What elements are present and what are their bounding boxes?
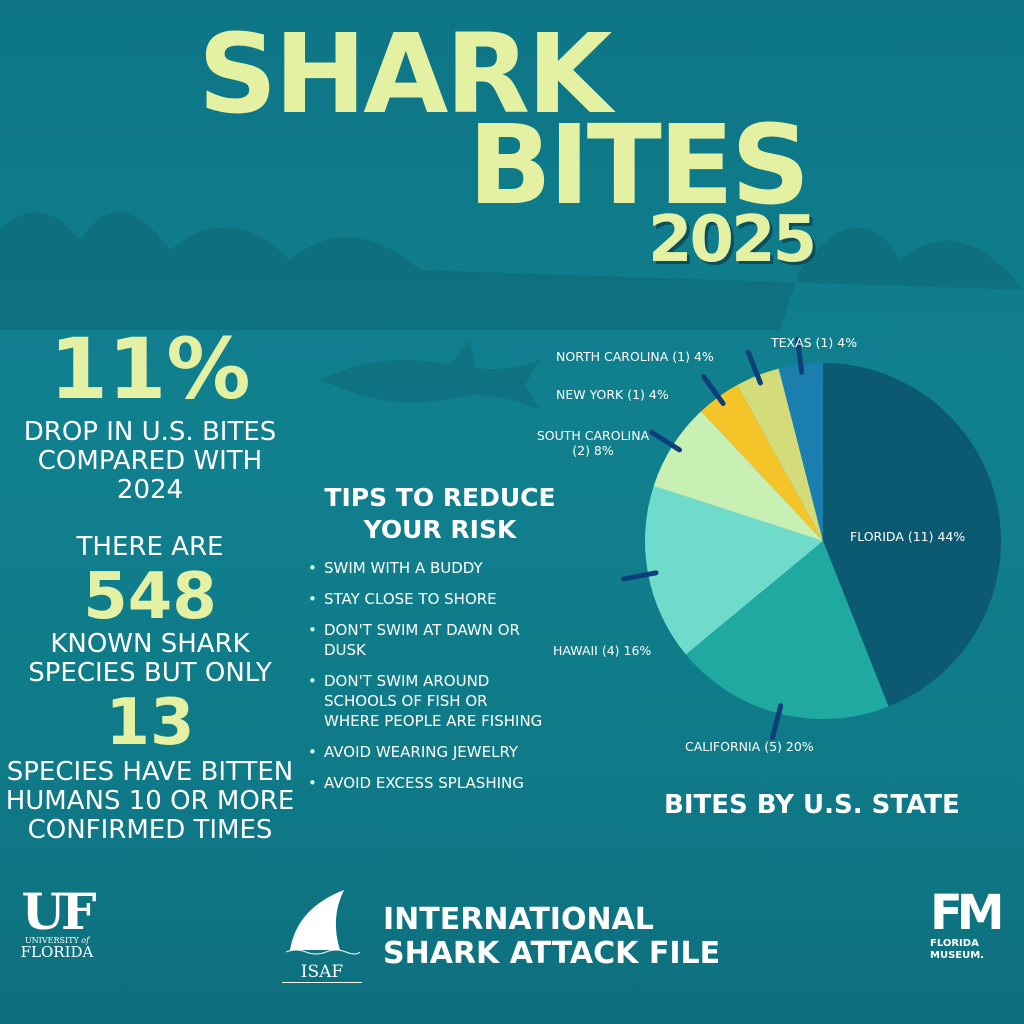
label-north-carolina: NORTH CAROLINA (1) 4%	[556, 349, 714, 364]
label-hawaii: HAWAII (4) 16%	[553, 643, 652, 658]
pie-slice-florida	[823, 363, 1002, 707]
tips-heading: TIPS TO REDUCE YOUR RISK	[324, 483, 556, 544]
leader-line	[795, 337, 805, 375]
pie-slice-north-carolina	[737, 368, 823, 541]
coral-reef-icon	[0, 212, 1024, 330]
tips-list: SWIM WITH A BUDDY STAY CLOSE TO SHORE DO…	[308, 558, 546, 804]
isaf-name: INTERNATIONAL SHARK ATTACK FILE	[383, 902, 721, 971]
tip-item: AVOID EXCESS SPLASHING	[308, 773, 546, 793]
label-florida: FLORIDA (11) 44%	[850, 529, 966, 544]
leader-line	[701, 374, 726, 406]
title-year: 2025	[648, 203, 817, 277]
pie-slice-south-carolina	[653, 411, 823, 541]
pie-slice-new-york	[701, 385, 823, 541]
label-south-carolina: SOUTH CAROLINA (2) 8%	[536, 428, 650, 458]
drop-text: DROP IN U.S. BITES COMPARED WITH 2024	[23, 417, 277, 505]
florida-museum-logo: FM FLORIDA MUSEUM.	[930, 885, 1005, 961]
biting-text: SPECIES HAVE BITTEN HUMANS 10 OR MORE CO…	[5, 757, 295, 845]
isaf-logo: ISAF	[282, 888, 362, 983]
label-california: CALIFORNIA (5) 20%	[685, 739, 814, 754]
tip-item: DON'T SWIM AROUND SCHOOLS OF FISH OR WHE…	[308, 671, 546, 731]
uf-logo: UF UNIVERSITY of FLORIDA	[20, 882, 97, 961]
species-text: KNOWN SHARK SPECIES BUT ONLY	[28, 629, 272, 688]
there-are-text: THERE ARE	[76, 532, 224, 562]
title-shark: SHARK	[198, 10, 612, 138]
title-bites: BITES	[468, 101, 810, 229]
drop-value: 11%	[49, 320, 251, 418]
leader-line	[649, 429, 682, 453]
tip-item: STAY CLOSE TO SHORE	[308, 589, 546, 609]
label-new-york: NEW YORK (1) 4%	[556, 387, 669, 402]
isaf-mark: ISAF	[282, 962, 362, 983]
tip-item: DON'T SWIM AT DAWN OR DUSK	[308, 620, 546, 660]
tip-item: SWIM WITH A BUDDY	[308, 558, 546, 578]
shark-fin-icon	[285, 890, 361, 955]
leader-line	[745, 349, 763, 386]
leader-line	[621, 570, 659, 582]
tip-item: AVOID WEARING JEWELRY	[308, 742, 546, 762]
pie-slice-california	[685, 541, 889, 719]
chart-title: BITES BY U.S. STATE	[664, 790, 960, 820]
species-total: 548	[83, 560, 217, 634]
leader-line	[770, 703, 784, 741]
shark-silhouette-icon	[320, 340, 540, 410]
species-biting: 13	[105, 686, 195, 760]
pie-slice-hawaii	[645, 485, 823, 655]
label-texas: TEXAS (1) 4%	[771, 335, 858, 350]
pie-slice-texas	[778, 363, 823, 541]
